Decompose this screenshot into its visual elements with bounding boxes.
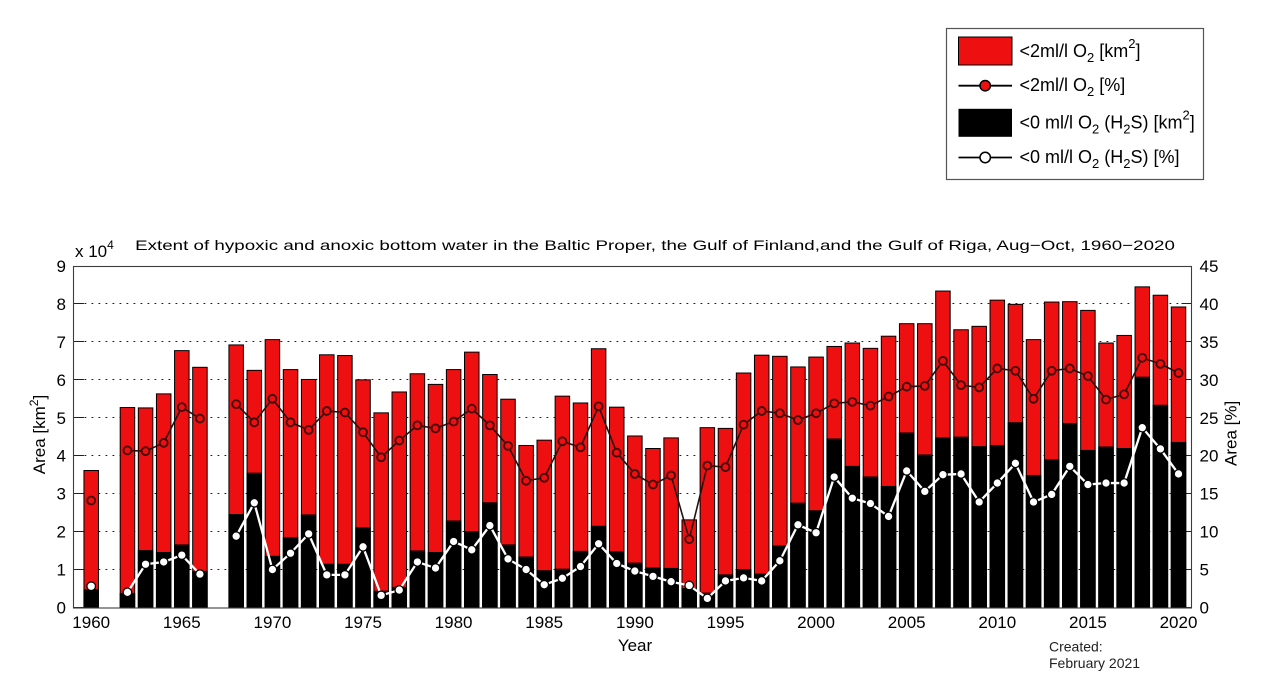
- svg-text:0: 0: [1200, 599, 1209, 618]
- svg-text:45: 45: [1200, 257, 1219, 276]
- svg-text:0: 0: [57, 599, 66, 618]
- svg-text:3: 3: [57, 485, 66, 504]
- svg-text:9: 9: [57, 257, 66, 276]
- svg-text:8: 8: [57, 295, 66, 314]
- svg-text:Year: Year: [618, 636, 653, 655]
- svg-text:40: 40: [1200, 295, 1219, 314]
- svg-text:6: 6: [57, 371, 66, 390]
- svg-text:1965: 1965: [163, 613, 201, 632]
- svg-text:20: 20: [1200, 447, 1219, 466]
- svg-text:1: 1: [57, 561, 66, 580]
- svg-text:30: 30: [1200, 371, 1219, 390]
- svg-text:15: 15: [1200, 485, 1219, 504]
- svg-text:7: 7: [57, 333, 66, 352]
- svg-text:1960: 1960: [72, 613, 110, 632]
- svg-text:1980: 1980: [435, 613, 473, 632]
- svg-text:5: 5: [1200, 561, 1209, 580]
- svg-text:10: 10: [1200, 523, 1219, 542]
- svg-text:2010: 2010: [978, 613, 1016, 632]
- svg-text:1995: 1995: [707, 613, 745, 632]
- svg-text:5: 5: [57, 409, 66, 428]
- svg-text:2020: 2020: [1160, 613, 1198, 632]
- svg-text:2005: 2005: [888, 613, 926, 632]
- svg-text:25: 25: [1200, 409, 1219, 428]
- svg-text:February 2021: February 2021: [1049, 655, 1140, 671]
- svg-text:Extent of hypoxic and anoxic b: Extent of hypoxic and anoxic bottom wate…: [135, 237, 1175, 253]
- svg-text:Created:: Created:: [1049, 639, 1103, 655]
- svg-text:x 104: x 104: [75, 238, 114, 261]
- svg-text:<0 ml/l O2​ (H2​S) [km2​]: <0 ml/l O2​ (H2​S) [km2​]: [1020, 108, 1195, 137]
- svg-text:4: 4: [57, 447, 66, 466]
- svg-text:1970: 1970: [253, 613, 291, 632]
- svg-text:2: 2: [57, 523, 66, 542]
- svg-text:1990: 1990: [616, 613, 654, 632]
- svg-text:Area [%]: Area [%]: [1222, 401, 1241, 466]
- svg-text:2015: 2015: [1069, 613, 1107, 632]
- svg-text:1985: 1985: [525, 613, 563, 632]
- svg-text:Area [km2]: Area [km2]: [27, 395, 49, 474]
- svg-text:35: 35: [1200, 333, 1219, 352]
- svg-text:<2ml/l O2​ [km2​]: <2ml/l O2​ [km2​]: [1020, 36, 1141, 65]
- svg-text:2000: 2000: [797, 613, 835, 632]
- svg-text:1975: 1975: [344, 613, 382, 632]
